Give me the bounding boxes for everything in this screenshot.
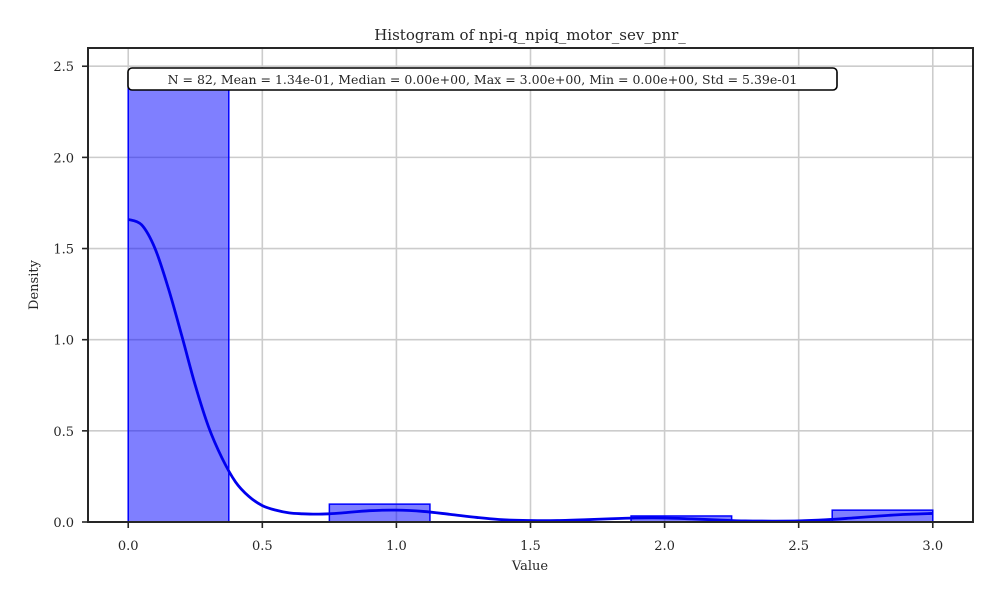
grid (88, 48, 973, 523)
stats-annotation-box (127, 67, 838, 91)
y-tick-label: 2.0 (53, 151, 74, 166)
stats-annotation-text: N = 82, Mean = 1.34e-01, Median = 0.00e+… (168, 72, 798, 87)
histogram-bar (127, 76, 230, 523)
x-tick-label: 2.5 (788, 539, 809, 554)
x-tick-label: 0.5 (252, 539, 273, 554)
axes: 0.0 0.5 1.0 1.5 2.0 2.5 3.0 0.0 0.5 1.0 1.5 2.0 2.5 (53, 47, 974, 554)
y-tick-label: 0.0 (53, 516, 74, 531)
x-tick-label: 2.0 (654, 539, 675, 554)
stats-annotation: N = 82, Mean = 1.34e-01, Median = 0.00e+… (127, 67, 838, 91)
y-tick-label: 0.5 (53, 425, 74, 440)
chart-title: Histogram of npi-q_npiq_motor_sev_pnr_ (374, 26, 686, 44)
x-axis-label: Value (511, 559, 548, 574)
y-tick-label: 1.5 (53, 243, 74, 258)
x-tick-label: 1.5 (520, 539, 541, 554)
y-tick-label: 1.0 (53, 334, 74, 349)
x-tick-label: 0.0 (118, 539, 139, 554)
y-tick-label: 2.5 (53, 60, 74, 75)
histogram-bars (127, 76, 934, 523)
x-tick-label: 3.0 (922, 539, 943, 554)
y-axis-label: Density (27, 259, 42, 310)
x-tick-label: 1.0 (386, 539, 407, 554)
